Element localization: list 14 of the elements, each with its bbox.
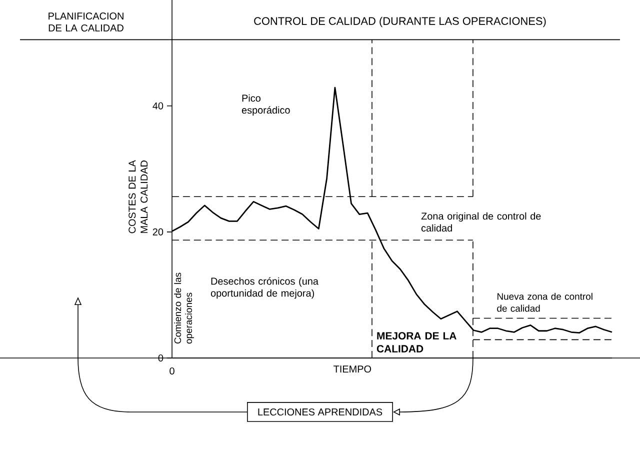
text: LECCIONES APRENDIDAS <box>258 408 382 416</box>
text: 0 <box>170 367 174 375</box>
y-tick-label: 40 <box>152 102 164 110</box>
annotation: MEJORA DE LA CALIDAD <box>376 332 456 352</box>
ref-line-label: Nueva zona de control de calidad <box>497 292 592 312</box>
y-tick-label: 20 <box>152 228 164 236</box>
annotation: Comienzo de las operaciones <box>174 272 194 344</box>
text: PLANIFICACION DE LA CALIDAD <box>48 12 124 32</box>
annotation: Pico esporádico <box>242 94 290 116</box>
x-axis-title: TIEMPO <box>334 366 372 373</box>
annotation: Desechos crónicos (una oportunidad de mejora) <box>210 277 318 299</box>
ref-line-label: Zona original de control de calidad <box>421 212 541 232</box>
y-axis-title: COSTES DE LA MALA CALIDAD <box>128 160 148 234</box>
text: CONTROL DE CALIDAD (DURANTE LAS OPERACIONES) <box>254 16 546 28</box>
